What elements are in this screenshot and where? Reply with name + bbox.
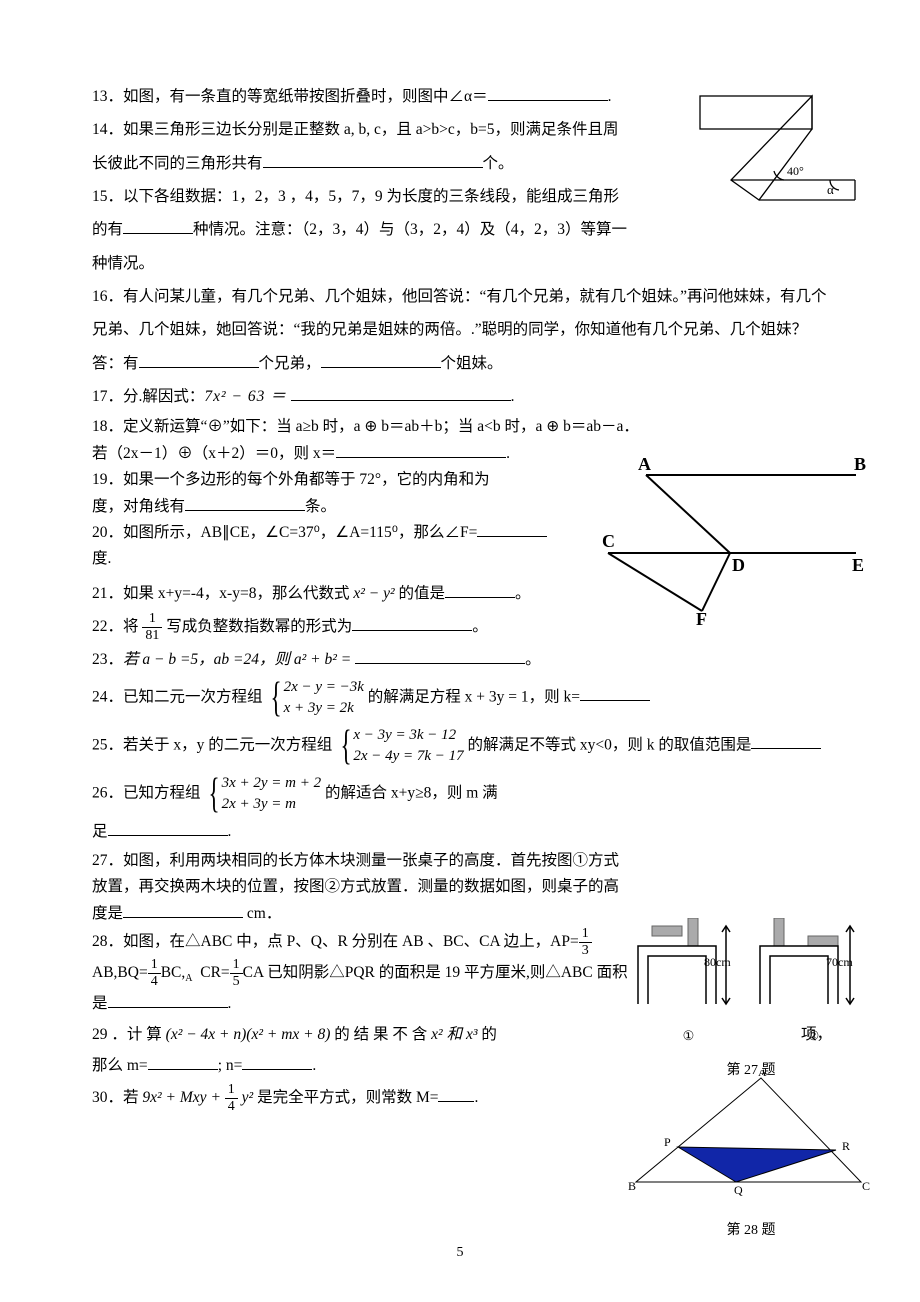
svg-text:40°: 40° bbox=[787, 164, 804, 178]
q24: 24．已知二元一次方程组 {2x − y = −3kx + 3y = 2k 的解… bbox=[92, 677, 834, 719]
svg-text:A: A bbox=[638, 455, 651, 474]
q28: 28．如图，在△ABC 中，点 P、Q、R 分别在 AB 、BC、CA 边上，A… bbox=[92, 927, 632, 1019]
svg-text:C: C bbox=[862, 1179, 870, 1193]
q15: 15．以下各组数据：1，2，3 ，4，5，7，9 为长度的三条线段，能组成三角形… bbox=[92, 180, 632, 280]
q13-text: 如图，有一条直的等宽纸带按图折叠时，则图中∠α＝ bbox=[123, 88, 488, 105]
q27: 27．如图，利用两块相同的长方体木块测量一张桌子的高度．首先按图①方式放置，再交… bbox=[92, 848, 632, 927]
svg-text:P: P bbox=[664, 1135, 671, 1149]
figure-q27: 80cm 70cm ① ② 第 27 题 bbox=[626, 918, 876, 1086]
figure-folded-strip: 40° α bbox=[695, 90, 860, 218]
q25: 25．若关于 x，y 的二元一次方程组 {x − 3y = 3k − 122x … bbox=[92, 725, 834, 767]
q19: 19．如果一个多边形的每个外角都等于 72°，它的内角和为 度，对角线有条。 bbox=[92, 467, 632, 520]
frac-1-81: 181 bbox=[142, 612, 162, 643]
q27-label-1: ① bbox=[683, 1022, 695, 1050]
svg-text:E: E bbox=[852, 555, 864, 575]
svg-text:70cm: 70cm bbox=[826, 955, 853, 969]
svg-text:R: R bbox=[842, 1139, 850, 1153]
q13-num: 13． bbox=[92, 88, 123, 105]
page-number: 5 bbox=[0, 1238, 920, 1268]
svg-text:C: C bbox=[602, 531, 615, 551]
q13: 13．如图，有一条直的等宽纸带按图折叠时，则图中∠α＝. bbox=[92, 80, 632, 113]
svg-text:80cm: 80cm bbox=[704, 955, 731, 969]
q16: 16．有人问某儿童，有几个兄弟、几个姐妹，他回答说：“有几个兄弟，就有几个姐妹。… bbox=[92, 280, 834, 380]
svg-text:A: A bbox=[758, 1070, 767, 1079]
q14: 14．如果三角形三边长分别是正整数 a, b, c，且 a>b>c，b=5，则满… bbox=[92, 113, 632, 180]
figure-abcdef: A B C D E F bbox=[602, 455, 872, 625]
q26: 26．已知方程组 {3x + 2y = m + 22x + 3y = m 的解适… bbox=[92, 773, 632, 848]
page: 40° α A B C D E F bbox=[0, 0, 920, 1302]
q21: 21．如果 x+y=-4，x-y=8，那么代数式 x² − y² 的值是。 bbox=[92, 577, 632, 610]
svg-text:D: D bbox=[732, 555, 745, 575]
svg-text:Q: Q bbox=[734, 1183, 743, 1197]
q20: 20．如图所示，AB∥CE，∠C=37⁰，∠A=115⁰，那么∠F=度. bbox=[92, 520, 632, 573]
figure-q28: A B C P Q R 第 28 题 bbox=[626, 1070, 876, 1246]
svg-text:B: B bbox=[628, 1179, 636, 1193]
svg-text:B: B bbox=[854, 455, 866, 474]
q17: 17．分.解因式：7x² − 63 ＝ . bbox=[92, 380, 834, 413]
q27-label-2: ② bbox=[808, 1022, 820, 1050]
svg-text:α: α bbox=[827, 182, 834, 197]
q23: 23．若 a − b =5，ab =24，则 a² + b² = 。 bbox=[92, 643, 632, 676]
q22: 22．将 181 写成负整数指数幂的形式为。 bbox=[92, 610, 632, 643]
svg-text:F: F bbox=[696, 609, 707, 625]
